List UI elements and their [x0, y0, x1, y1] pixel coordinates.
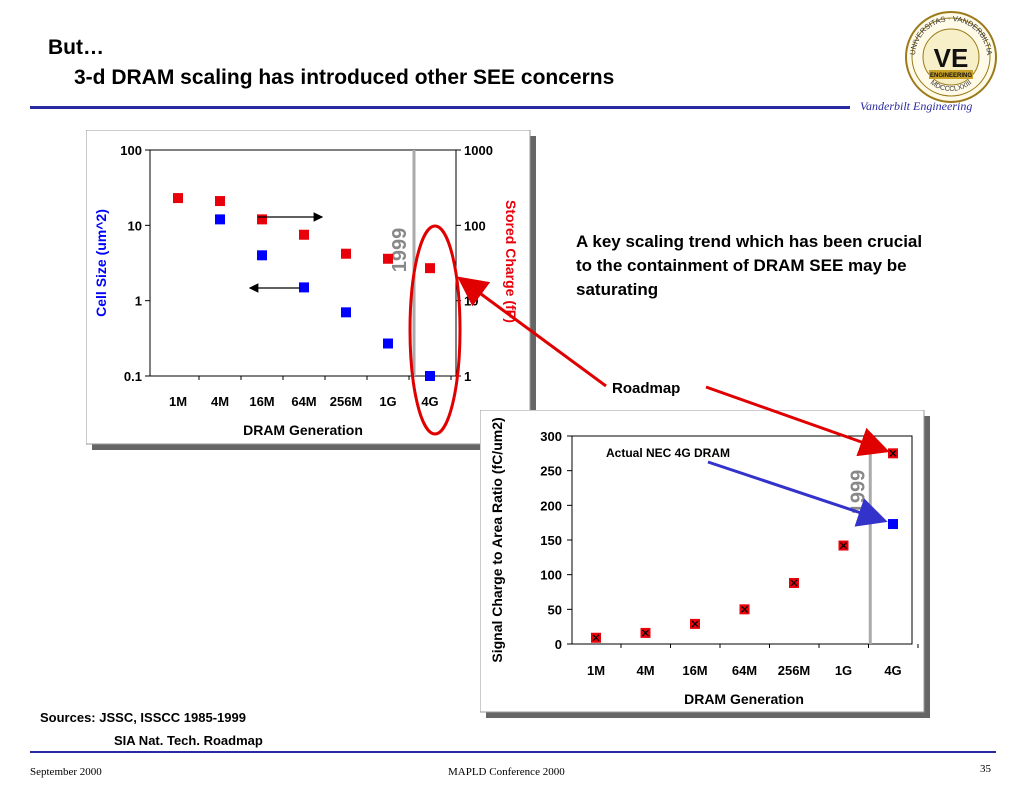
sources-line2: SIA Nat. Tech. Roadmap — [114, 733, 263, 748]
chart-signal-charge-ratio: 1999 300 250 200 150 100 50 0 1M 4M 16M 64M 256M 1G 4… — [480, 410, 930, 718]
c2-xtick-label: 64M — [732, 663, 757, 678]
c2-ytick-label: 200 — [540, 498, 562, 513]
sources-line1: Sources: JSSC, ISSCC 1985-1999 — [40, 710, 246, 725]
c2-ytick-label: 250 — [540, 464, 562, 479]
c2-ytick-label: 150 — [540, 533, 562, 548]
c2-ytick-label: 0 — [555, 637, 562, 652]
c2-point-roadmap — [690, 618, 700, 629]
c1-point-cell-size — [383, 338, 393, 349]
c2-point-actual-nec — [888, 519, 898, 530]
c2-point-roadmap-x — [790, 579, 798, 587]
c2-xlabel: DRAM Generation — [684, 691, 804, 707]
footer-conference: MAPLD Conference 2000 — [448, 766, 565, 778]
c1-xtick-label: 1G — [379, 394, 396, 409]
roadmap-label: Roadmap — [612, 380, 680, 397]
c1-xtick-label: 4G — [421, 394, 438, 409]
c2-xtick-label: 1M — [587, 663, 605, 678]
c1-point-cell-size — [215, 214, 225, 225]
c2-ytick-label: 50 — [548, 602, 562, 617]
c2-point-roadmap — [640, 627, 651, 638]
footer-rule — [30, 751, 996, 753]
c2-ytick-label: 100 — [540, 568, 562, 583]
c2-point-roadmap — [591, 632, 601, 643]
c1-ytick-label: 100 — [120, 143, 142, 158]
c1-point-stored-charge — [341, 248, 351, 259]
c1-ylabel-right: Stored Charge (fF) — [503, 200, 519, 323]
c2-year-marker-label: 1999 — [847, 470, 869, 515]
c2-point-roadmap-x — [691, 620, 699, 628]
footer-page-number: 35 — [980, 763, 991, 775]
c1-ytick-label: 0.1 — [124, 369, 142, 384]
c2-point-roadmap — [789, 577, 799, 588]
header-rule — [30, 106, 850, 109]
c1-point-stored-charge — [257, 214, 267, 225]
svg-text:ENGINEERING: ENGINEERING — [930, 73, 972, 79]
c1-y2tick-label: 100 — [464, 218, 486, 233]
c1-point-cell-size — [257, 250, 267, 261]
vanderbilt-seal-logo: UNIVERSITAS · VANDERBILTIA MDCCCLXXIII V… — [905, 11, 997, 103]
c1-y2tick-label: 1000 — [464, 143, 493, 158]
c1-y2tick-label: 1 — [464, 369, 471, 384]
c1-xtick-label: 256M — [330, 394, 363, 409]
slide-title-line1: But… — [48, 36, 104, 59]
c1-xtick-label: 1M — [169, 394, 187, 409]
c1-xtick-label: 4M — [211, 394, 229, 409]
c1-point-stored-charge — [383, 253, 393, 264]
c1-year-marker-label: 1999 — [389, 228, 411, 273]
c2-point-roadmap — [888, 448, 898, 459]
c2-point-roadmap-x — [840, 542, 847, 549]
c1-point-stored-charge — [173, 193, 183, 204]
c1-xtick-label: 64M — [291, 394, 316, 409]
c2-xtick-label: 16M — [682, 663, 707, 678]
c2-point-roadmap-x — [642, 629, 649, 637]
footer-date: September 2000 — [30, 766, 102, 778]
c1-ytick-label: 1 — [135, 294, 142, 309]
c2-point-roadmap-x — [592, 634, 600, 642]
c1-point-cell-size — [299, 282, 309, 293]
c2-xtick-label: 256M — [778, 663, 811, 678]
c1-point-stored-charge — [425, 263, 435, 274]
c2-ytick-label: 300 — [540, 429, 562, 444]
c2-xtick-label: 4M — [636, 663, 654, 678]
c2-point-roadmap — [739, 604, 750, 615]
key-trend-note: A key scaling trend which has been cruci… — [576, 232, 923, 299]
c1-point-stored-charge — [215, 196, 225, 207]
c2-xtick-label: 4G — [884, 663, 901, 678]
c1-ytick-label: 10 — [128, 218, 142, 233]
c2-point-roadmap-x — [741, 605, 748, 613]
c2-xtick-label: 1G — [835, 663, 852, 678]
c1-point-cell-size — [425, 371, 435, 381]
c2-point-roadmap — [838, 540, 849, 551]
c1-point-cell-size — [341, 307, 351, 318]
c2-ylabel: Signal Charge to Area Ratio (fC/um2) — [489, 417, 505, 662]
c1-xtick-label: 16M — [249, 394, 274, 409]
c1-y2tick-label: 10 — [464, 294, 478, 309]
c2-point-roadmap-x — [889, 449, 897, 457]
c1-xlabel: DRAM Generation — [243, 422, 363, 438]
svg-text:VE: VE — [934, 43, 969, 73]
chart-cell-size-stored-charge: 1999 100 10 1 0.1 1000 100 10 1 1M 4M 16M 64M 256M 1G… — [86, 130, 536, 450]
c1-ylabel: Cell Size (um^2) — [93, 209, 109, 317]
c1-point-stored-charge — [299, 229, 309, 240]
slide-title-line2: 3-d DRAM scaling has introduced other SE… — [74, 66, 615, 89]
